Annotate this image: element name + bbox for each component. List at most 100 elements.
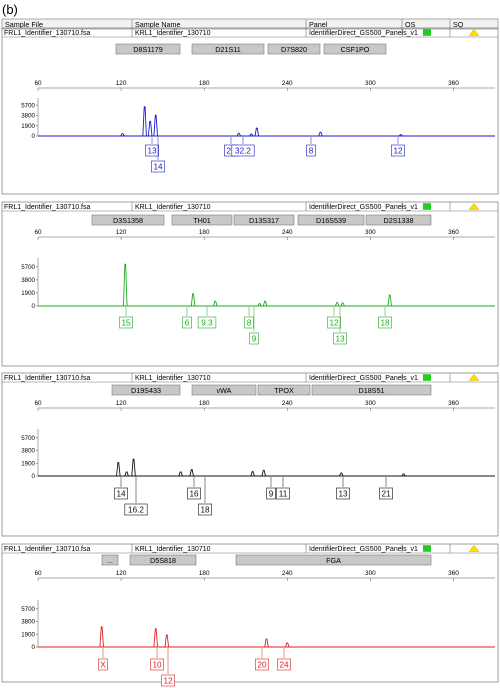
allele-call-label[interactable]: 12 — [161, 648, 175, 687]
x-tick-label: 180 — [199, 400, 210, 407]
locus-marker-box — [235, 554, 432, 566]
allele-label-box — [249, 332, 259, 345]
locus-marker-box — [297, 214, 365, 226]
trace-peak — [250, 471, 255, 477]
locus-marker-label: D16S539 — [316, 216, 346, 225]
locus-marker-csf1po[interactable]: CSF1PO — [323, 43, 387, 55]
allele-label-box — [197, 316, 217, 329]
allele-call-label[interactable]: X — [98, 648, 108, 671]
allele-call-label[interactable]: 20 — [255, 648, 269, 671]
locus-marker-th01[interactable]: TH01 — [171, 214, 233, 226]
allele-label-box — [98, 658, 108, 671]
y-tick-label: 0 — [32, 133, 36, 140]
allele-label-box — [145, 144, 159, 157]
locus-marker-fga[interactable]: FGA — [235, 554, 432, 566]
allele-call-label[interactable]: 6 — [182, 307, 192, 329]
sample-name-value: KRL1_Identifier_130710 — [135, 30, 211, 37]
allele-label-box — [277, 658, 291, 671]
trace-peak — [190, 293, 196, 307]
allele-label-text: 16 — [189, 490, 199, 499]
locus-marker-label: D18S51 — [359, 386, 385, 395]
sq-warning-indicator — [468, 28, 480, 36]
allele-call-label[interactable]: 8 — [306, 137, 316, 157]
trace-peak — [249, 133, 254, 137]
sample-name-value: KRL1_Identifier_130710 — [135, 204, 211, 211]
locus-marker-d5s818[interactable]: D5S818 — [129, 554, 197, 566]
y-tick-label: 3800 — [21, 277, 35, 284]
y-tick-label: 3800 — [21, 448, 35, 455]
locus-marker-d3s1358[interactable]: D3S1358 — [91, 214, 165, 226]
trace-peak — [120, 133, 125, 137]
allele-call-label[interactable]: 15 — [119, 307, 133, 329]
x-tick-label: 240 — [282, 80, 293, 87]
allele-call-label[interactable]: 12 — [327, 307, 341, 329]
allele-label-text: 9.3 — [201, 319, 213, 328]
panel-frame — [1, 201, 499, 367]
allele-call-label[interactable]: 8 — [244, 307, 254, 329]
allele-label-box — [276, 487, 290, 500]
allele-call-label[interactable]: 13 — [145, 137, 159, 157]
locus-marker-box — [129, 554, 197, 566]
allele-call-label[interactable]: 16.2 — [124, 477, 148, 516]
locus-marker-vwa[interactable]: vWA — [191, 384, 257, 396]
trace-peak — [254, 127, 260, 137]
allele-label-text: 12 — [163, 677, 173, 686]
allele-call-label[interactable]: 14 — [151, 137, 165, 173]
allele-label-box — [336, 487, 350, 500]
x-tick-label: 120 — [116, 570, 127, 577]
allele-call-label[interactable]: 14 — [114, 477, 128, 500]
locus-marker--[interactable]: ... — [101, 554, 119, 566]
panel-name-value: IdentifilerDirect_GS500_Panels_v1 — [309, 375, 418, 382]
allele-call-label[interactable]: 9 — [249, 307, 259, 345]
locus-marker-box — [115, 43, 181, 55]
x-tick-label: 300 — [365, 570, 376, 577]
allele-label-box — [151, 160, 165, 173]
allele-label-text: 13 — [338, 490, 348, 499]
locus-marker-d2s1338[interactable]: D2S1338 — [365, 214, 432, 226]
allele-call-label[interactable]: 9 — [266, 477, 276, 500]
allele-call-label[interactable]: 13 — [333, 307, 347, 345]
locus-marker-d8s1179[interactable]: D8S1179 — [115, 43, 181, 55]
allele-label-text: 16.2 — [128, 506, 144, 515]
locus-marker-d13s317[interactable]: D13S317 — [233, 214, 295, 226]
trace-peak — [147, 120, 153, 137]
locus-marker-d18s51[interactable]: D18S51 — [311, 384, 432, 396]
allele-call-label[interactable]: 10 — [150, 648, 164, 671]
column-header-sample-name: Sample Name — [135, 20, 181, 29]
sample-file-value: FRL1_Identifier_130710.fsa — [4, 375, 90, 382]
allele-call-label[interactable]: 11 — [276, 477, 290, 500]
allele-call-label[interactable]: 12 — [391, 137, 405, 157]
allele-label-box — [333, 332, 347, 345]
allele-call-label[interactable]: 18 — [378, 307, 392, 329]
trace-peak — [122, 263, 128, 307]
allele-call-label[interactable]: 32.2 — [231, 137, 255, 157]
x-tick-label: 180 — [199, 570, 210, 577]
column-header-row: Sample File Sample Name Panel OS SQ — [1, 18, 499, 30]
allele-call-label[interactable]: 13 — [336, 477, 350, 500]
trace-peak — [236, 132, 242, 137]
allele-label-text: 21 — [381, 490, 391, 499]
allele-call-label[interactable]: 24 — [277, 648, 291, 671]
x-tick-label: 360 — [448, 229, 459, 236]
x-tick-label: 360 — [448, 570, 459, 577]
allele-call-label[interactable]: 16 — [187, 477, 201, 500]
allele-call-label[interactable]: 9.3 — [197, 307, 217, 329]
allele-label-box — [198, 503, 212, 516]
allele-call-label[interactable]: 21 — [379, 477, 393, 500]
trace-peak — [131, 458, 136, 477]
x-tick-label: 300 — [365, 400, 376, 407]
locus-marker-label: D2S1338 — [384, 216, 414, 225]
allele-call-label[interactable]: 18 — [198, 477, 212, 516]
locus-marker-d21s11[interactable]: D21S11 — [191, 43, 265, 55]
sample-file-value: FRL1_Identifier_130710.fsa — [4, 30, 90, 37]
locus-marker-d7s820[interactable]: D7S820 — [267, 43, 321, 55]
locus-marker-d19s433[interactable]: D19S433 — [111, 384, 181, 396]
allele-label-box — [244, 316, 254, 329]
locus-marker-tpox[interactable]: TPOX — [257, 384, 311, 396]
locus-marker-label: vWA — [217, 386, 232, 395]
locus-marker-box — [191, 384, 257, 396]
trace-peak — [178, 471, 183, 477]
panel-frame — [1, 372, 499, 537]
trace-peak — [99, 626, 104, 648]
locus-marker-d16s539[interactable]: D16S539 — [297, 214, 365, 226]
